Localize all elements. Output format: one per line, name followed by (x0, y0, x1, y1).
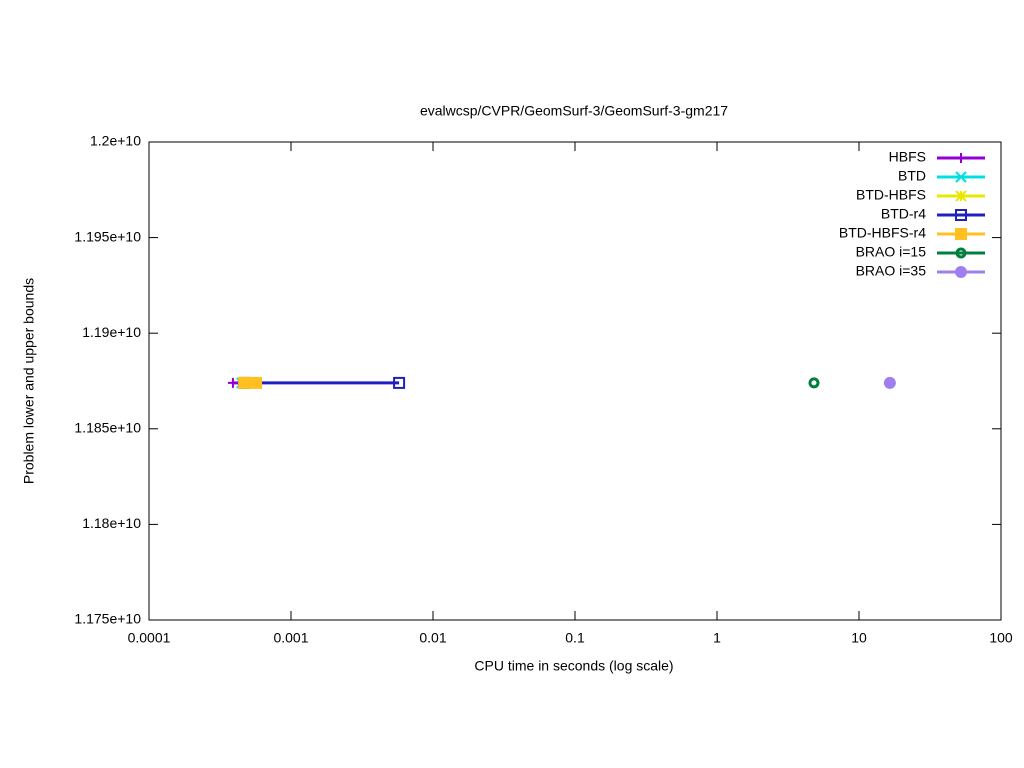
y-tick-label: 1.175e+10 (74, 611, 141, 627)
legend-marker (955, 171, 967, 183)
x-tick-label: 1 (713, 630, 721, 646)
legend-label: BTD-r4 (881, 206, 926, 222)
y-tick-label: 1.185e+10 (74, 420, 141, 436)
legend-label: BRAO i=15 (856, 244, 927, 260)
chart-title: evalwcsp/CVPR/GeomSurf-3/GeomSurf-3-gm21… (420, 103, 728, 119)
legend-label: BRAO i=35 (856, 263, 927, 279)
marker (238, 376, 251, 389)
marker (393, 376, 406, 389)
legend-label: BTD (898, 168, 926, 184)
legend-marker (955, 190, 967, 202)
y-tick-label: 1.18e+10 (82, 515, 141, 531)
legend-marker (955, 228, 967, 240)
legend-marker (955, 266, 967, 278)
y-tick-label: 1.19e+10 (82, 324, 141, 340)
x-tick-label: 100 (989, 630, 1013, 646)
y-tick-label: 1.2e+10 (90, 133, 141, 149)
legend-label: BTD-HBFS-r4 (839, 225, 926, 241)
plot-frame (148, 141, 1002, 621)
marker (250, 376, 263, 389)
y-tick-label: 1.195e+10 (74, 228, 141, 244)
x-axis-label: CPU time in seconds (log scale) (474, 658, 673, 674)
legend-marker (956, 153, 966, 163)
legend-marker (955, 247, 967, 259)
x-tick-label: 0.001 (273, 630, 308, 646)
x-tick-label: 0.01 (419, 630, 446, 646)
legend-label: BTD-HBFS (856, 187, 926, 203)
y-axis-label: Problem lower and upper bounds (21, 278, 37, 484)
legend-label: HBFS (889, 149, 926, 165)
legend-marker (955, 209, 967, 221)
x-tick-label: 10 (851, 630, 867, 646)
marker (883, 376, 896, 389)
x-tick-label: 0.1 (565, 630, 585, 646)
x-tick-label: 0.0001 (128, 630, 171, 646)
marker (808, 377, 820, 389)
